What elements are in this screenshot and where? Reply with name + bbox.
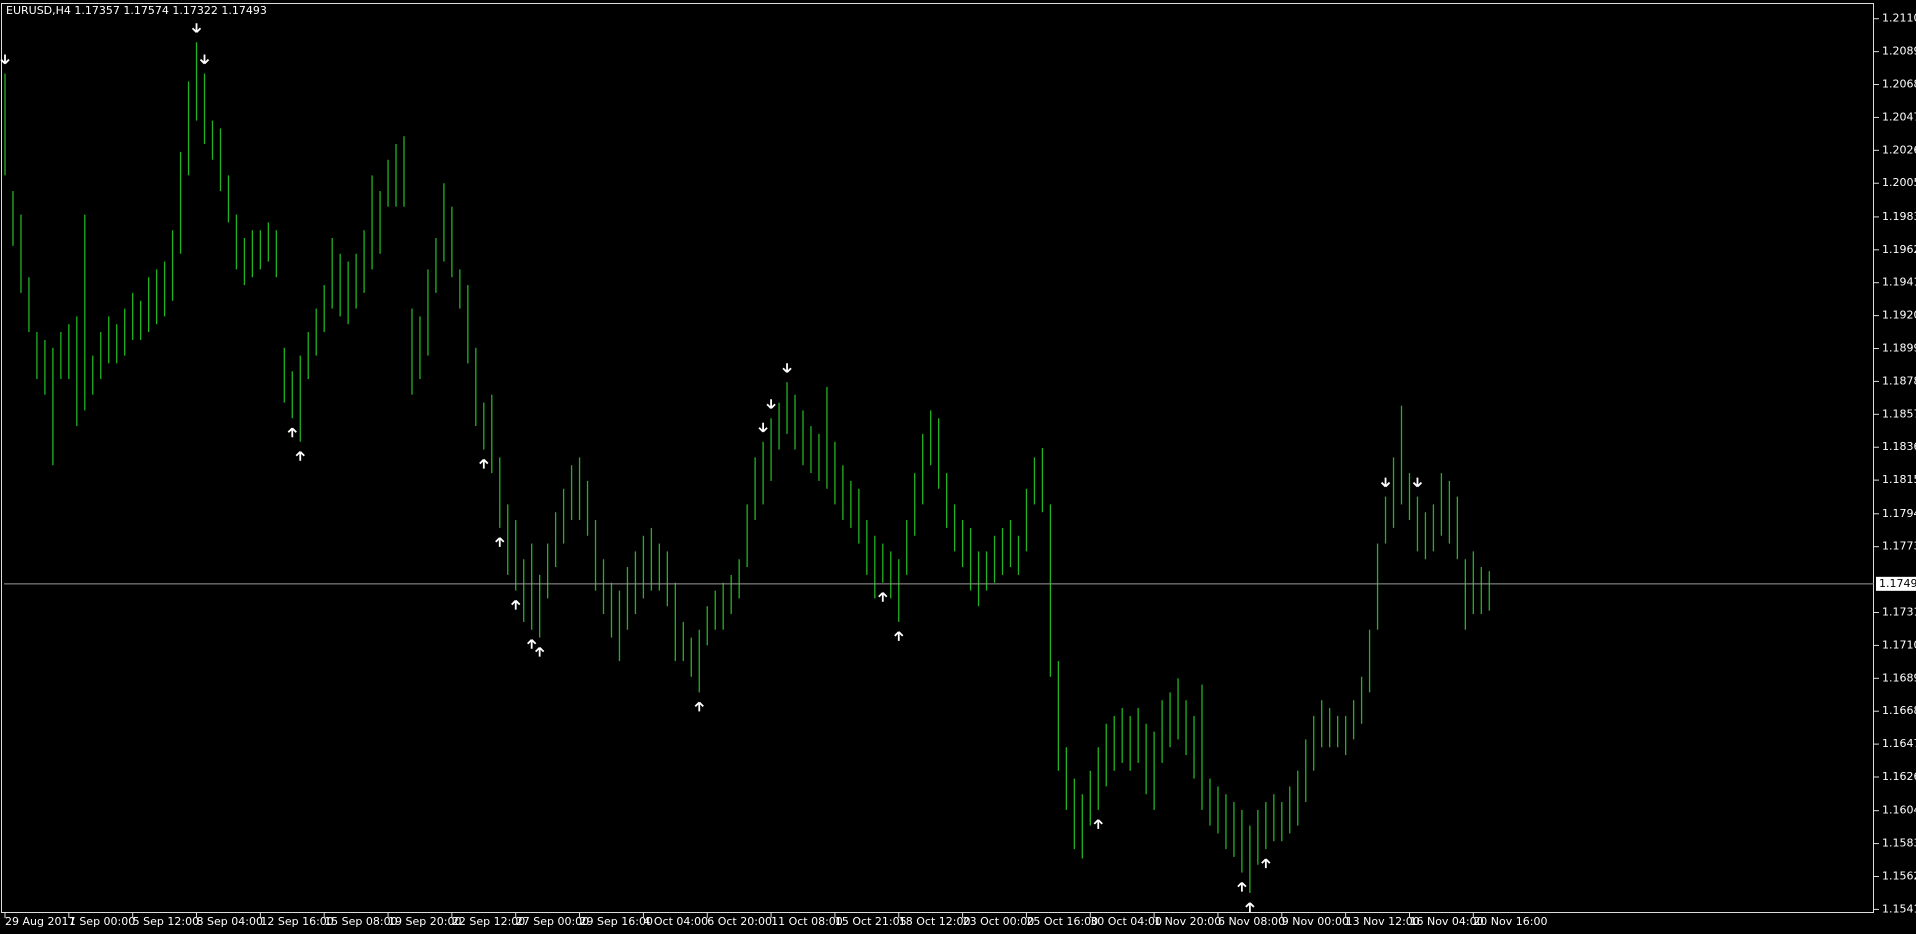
y-tick-label: 1.17940 [1882,507,1916,520]
x-tick-label: 1 Nov 20:00 [1154,915,1221,928]
x-tick-label: 12 Sep 16:00 [260,915,333,928]
up-arrow [287,427,297,438]
up-arrow [894,631,904,641]
x-tick-label: 16 Nov 04:00 [1409,915,1483,928]
x-tick-label: 6 Oct 20:00 [707,915,772,928]
up-arrow [694,701,704,712]
up-arrow [535,646,545,657]
chart-title: EURUSD,H4 1.17357 1.17574 1.17322 1.1749… [6,4,267,17]
y-tick-label: 1.18785 [1882,374,1916,387]
x-tick-label: 8 Sep 04:00 [197,915,263,928]
down-arrow [1380,477,1391,488]
up-arrow [878,592,888,602]
x-tick-label: 5 Sep 12:00 [133,915,199,928]
x-tick-label: 27 Sep 00:00 [516,915,589,928]
x-tick-label: 4 Oct 04:00 [643,915,708,928]
x-tick-label: 30 Oct 04:00 [1090,915,1162,928]
current-price-box [1876,576,1916,591]
y-tick-label: 1.20890 [1882,45,1916,58]
x-tick-label: 22 Sep 12:00 [452,915,525,928]
y-tick-label: 1.20470 [1882,110,1916,123]
x-tick-label: 23 Oct 00:00 [963,915,1035,928]
y-tick-label: 1.19205 [1882,309,1916,322]
y-tick-label: 1.19415 [1882,276,1916,289]
y-tick-label: 1.20260 [1882,143,1916,156]
x-tick-label: 20 Nov 16:00 [1473,915,1547,928]
up-arrow [1237,881,1247,892]
y-tick-label: 1.15625 [1882,869,1916,882]
up-arrow [495,537,505,547]
y-tick-label: 1.16260 [1882,770,1916,783]
y-tick-label: 1.18365 [1882,440,1916,453]
up-arrow [1261,858,1271,869]
y-tick-label: 1.18575 [1882,407,1916,420]
up-arrow [1093,819,1103,829]
x-tick-label: 19 Sep 20:00 [388,915,461,928]
y-tick-label: 1.15835 [1882,837,1916,850]
current-price-label: 1.17493 [1879,577,1916,590]
x-tick-label: 9 Nov 00:00 [1282,915,1349,928]
x-tick-label: 25 Oct 16:00 [1026,915,1098,928]
x-tick-label: 29 Sep 16:00 [580,915,653,928]
y-tick-label: 1.16890 [1882,671,1916,684]
y-tick-label: 1.17730 [1882,540,1916,553]
x-tick-label: 6 Nov 08:00 [1218,915,1285,928]
up-arrow [511,599,521,610]
x-tick-label: 1 Sep 00:00 [69,915,135,928]
x-tick-label: 29 Aug 2017 [5,915,75,928]
x-tick-label: 15 Sep 08:00 [324,915,397,928]
down-arrow [758,422,768,433]
y-tick-label: 1.20050 [1882,176,1916,189]
y-tick-label: 1.18155 [1882,473,1916,486]
y-tick-label: 1.16470 [1882,737,1916,750]
plot-frame [1,3,1874,913]
up-arrow [1245,902,1255,912]
y-tick-label: 1.19835 [1882,210,1916,223]
down-arrow [766,399,776,409]
y-tick-label: 1.18995 [1882,342,1916,355]
up-arrow [479,458,489,469]
y-tick-label: 1.17100 [1882,638,1916,651]
down-arrow [0,54,10,65]
x-tick-label: 18 Oct 12:00 [899,915,971,928]
y-tick-label: 1.16045 [1882,804,1916,817]
y-tick-label: 1.17310 [1882,606,1916,619]
x-tick-label: 15 Oct 21:05 [835,915,907,928]
y-tick-label: 1.16680 [1882,704,1916,717]
down-arrow [782,363,792,373]
y-tick-label: 1.19625 [1882,243,1916,256]
down-arrow [191,23,202,33]
down-arrow [199,54,210,65]
y-tick-label: 1.21100 [1882,12,1916,25]
up-arrow [527,639,537,649]
up-arrow [295,451,305,461]
x-tick-label: 13 Nov 12:00 [1346,915,1420,928]
y-tick-label: 1.20680 [1882,78,1916,91]
x-tick-label: 11 Oct 08:00 [771,915,843,928]
down-arrow [1412,477,1423,488]
y-tick-label: 1.15415 [1882,902,1916,915]
